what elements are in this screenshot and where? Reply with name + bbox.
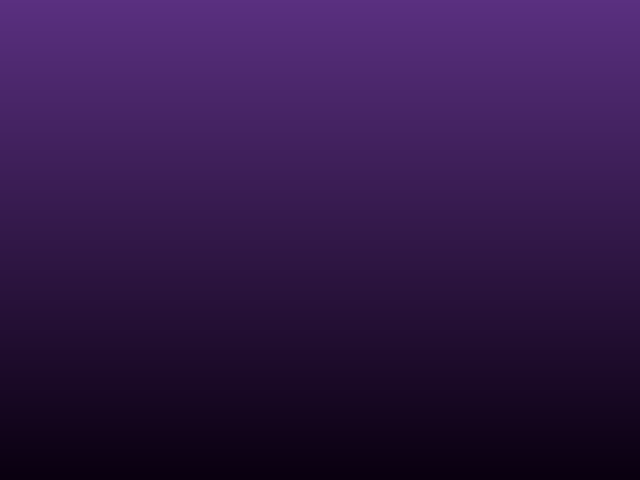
Text: M3:: M3: [383,343,410,356]
FancyBboxPatch shape [519,386,530,394]
Text: cardiac muscle: cardiac muscle [112,162,207,175]
Text: decreases: decreases [117,139,181,152]
Text: ciliary muscle: ciliary muscle [112,287,199,300]
Text: SA node: heart rate (: SA node: heart rate ( [164,125,296,138]
Text: sphincters: sphincters [112,379,177,392]
FancyBboxPatch shape [543,369,554,377]
FancyBboxPatch shape [534,386,545,394]
Text: decreases (: decreases ( [117,192,190,204]
Text: smooth muscles of: smooth muscles of [214,343,336,356]
Text: ■: ■ [97,270,105,279]
Text: M3: contracts: M3: contracts [216,268,306,281]
FancyBboxPatch shape [429,386,440,394]
Text: ■: ■ [97,236,105,245]
Text: pupil: pupil [112,268,143,281]
Text: cardiac muscle: contractility (inotropic) M2:: cardiac muscle: contractility (inotropic… [177,177,450,190]
Text: ■: ■ [97,289,105,298]
Text: ■: ■ [97,307,105,316]
Text: ■: ■ [97,215,105,224]
Text: ■: ■ [97,164,105,173]
Text: ) M2:: ) M2: [375,125,406,138]
Text: (: ( [117,177,122,190]
FancyBboxPatch shape [504,386,515,394]
FancyBboxPatch shape [445,386,456,394]
Text: AV node: AV node [202,213,253,226]
Text: M3: contracts: M3: contracts [199,287,288,300]
Text: ■: ■ [97,345,105,354]
Text: sphincters of: sphincters of [177,379,262,392]
Text: SA node: SA node [112,125,164,138]
FancyBboxPatch shape [460,386,470,394]
Text: M3: relaxes: M3: relaxes [309,379,385,392]
FancyBboxPatch shape [543,251,554,259]
Text: contracts: contracts [117,357,176,370]
Text: contracts: contracts [117,248,176,261]
FancyBboxPatch shape [543,267,554,276]
Text: pupil of: pupil of [143,268,194,281]
FancyBboxPatch shape [543,300,554,308]
Text: inotropic: inotropic [122,177,177,190]
Text: eye: eye [194,268,216,281]
FancyBboxPatch shape [543,317,554,325]
Text: : secretions stimulates watery secretions: : secretions stimulates watery secretion… [207,305,464,318]
Text: cardiac output: cardiac output [112,105,203,118]
Text: GI tract: GI tract [262,379,309,392]
Text: smooth muscles: smooth muscles [112,234,214,247]
Text: smooth muscles of: smooth muscles of [214,234,336,247]
Text: salivary glands: salivary glands [112,305,207,318]
FancyBboxPatch shape [474,386,485,394]
Text: GI tract: GI tract [112,324,159,337]
Text: ■: ■ [97,107,105,116]
Text: ■: ■ [97,381,105,390]
Text: Parasympathetic (muscarinic): Parasympathetic (muscarinic) [90,71,536,96]
Text: chronotropic: chronotropic [296,125,375,138]
Text: smooth muscles: smooth muscles [112,343,214,356]
Text: conduction at: conduction at [112,213,202,226]
FancyBboxPatch shape [548,386,559,394]
FancyBboxPatch shape [543,283,554,291]
Text: bronchioles: bronchioles [336,234,408,247]
Text: motility M1, M3: increases: motility M1, M3: increases [159,324,328,337]
Text: M2: decreases: M2: decreases [203,105,298,118]
Text: only): only) [219,192,254,204]
FancyBboxPatch shape [543,333,554,341]
Text: ■: ■ [97,127,105,136]
FancyBboxPatch shape [489,386,500,394]
Text: GI tract: GI tract [336,343,383,356]
FancyBboxPatch shape [543,350,554,358]
Text: atria: atria [190,192,219,204]
Text: M2: decreases: M2: decreases [253,213,348,226]
Text: cardiac muscle: contractility: cardiac muscle: contractility [207,162,385,175]
Text: ■: ■ [97,326,105,335]
Text: M3:: M3: [408,234,435,247]
